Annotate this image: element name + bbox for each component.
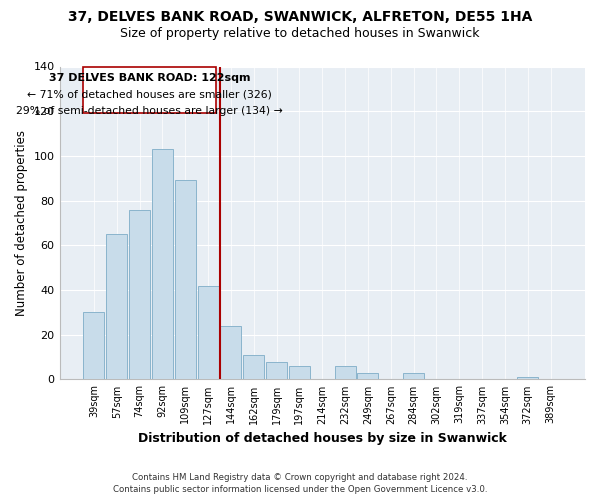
Text: ← 71% of detached houses are smaller (326): ← 71% of detached houses are smaller (32… — [27, 90, 272, 100]
Bar — [83, 312, 104, 380]
Bar — [289, 366, 310, 380]
Bar — [106, 234, 127, 380]
Bar — [335, 366, 356, 380]
Text: Contains HM Land Registry data © Crown copyright and database right 2024.: Contains HM Land Registry data © Crown c… — [132, 474, 468, 482]
Text: 37, DELVES BANK ROAD, SWANWICK, ALFRETON, DE55 1HA: 37, DELVES BANK ROAD, SWANWICK, ALFRETON… — [68, 10, 532, 24]
Bar — [175, 180, 196, 380]
Text: Contains public sector information licensed under the Open Government Licence v3: Contains public sector information licen… — [113, 485, 487, 494]
Bar — [243, 355, 264, 380]
Text: 29% of semi-detached houses are larger (134) →: 29% of semi-detached houses are larger (… — [16, 106, 283, 116]
Text: 37 DELVES BANK ROAD: 122sqm: 37 DELVES BANK ROAD: 122sqm — [49, 73, 250, 83]
Bar — [358, 372, 379, 380]
Bar — [517, 377, 538, 380]
FancyBboxPatch shape — [83, 66, 216, 114]
Bar — [266, 362, 287, 380]
Bar — [403, 372, 424, 380]
Bar — [197, 286, 218, 380]
Bar — [220, 326, 241, 380]
Y-axis label: Number of detached properties: Number of detached properties — [15, 130, 28, 316]
Bar — [152, 149, 173, 380]
Bar — [129, 210, 150, 380]
X-axis label: Distribution of detached houses by size in Swanwick: Distribution of detached houses by size … — [138, 432, 507, 445]
Text: Size of property relative to detached houses in Swanwick: Size of property relative to detached ho… — [120, 28, 480, 40]
